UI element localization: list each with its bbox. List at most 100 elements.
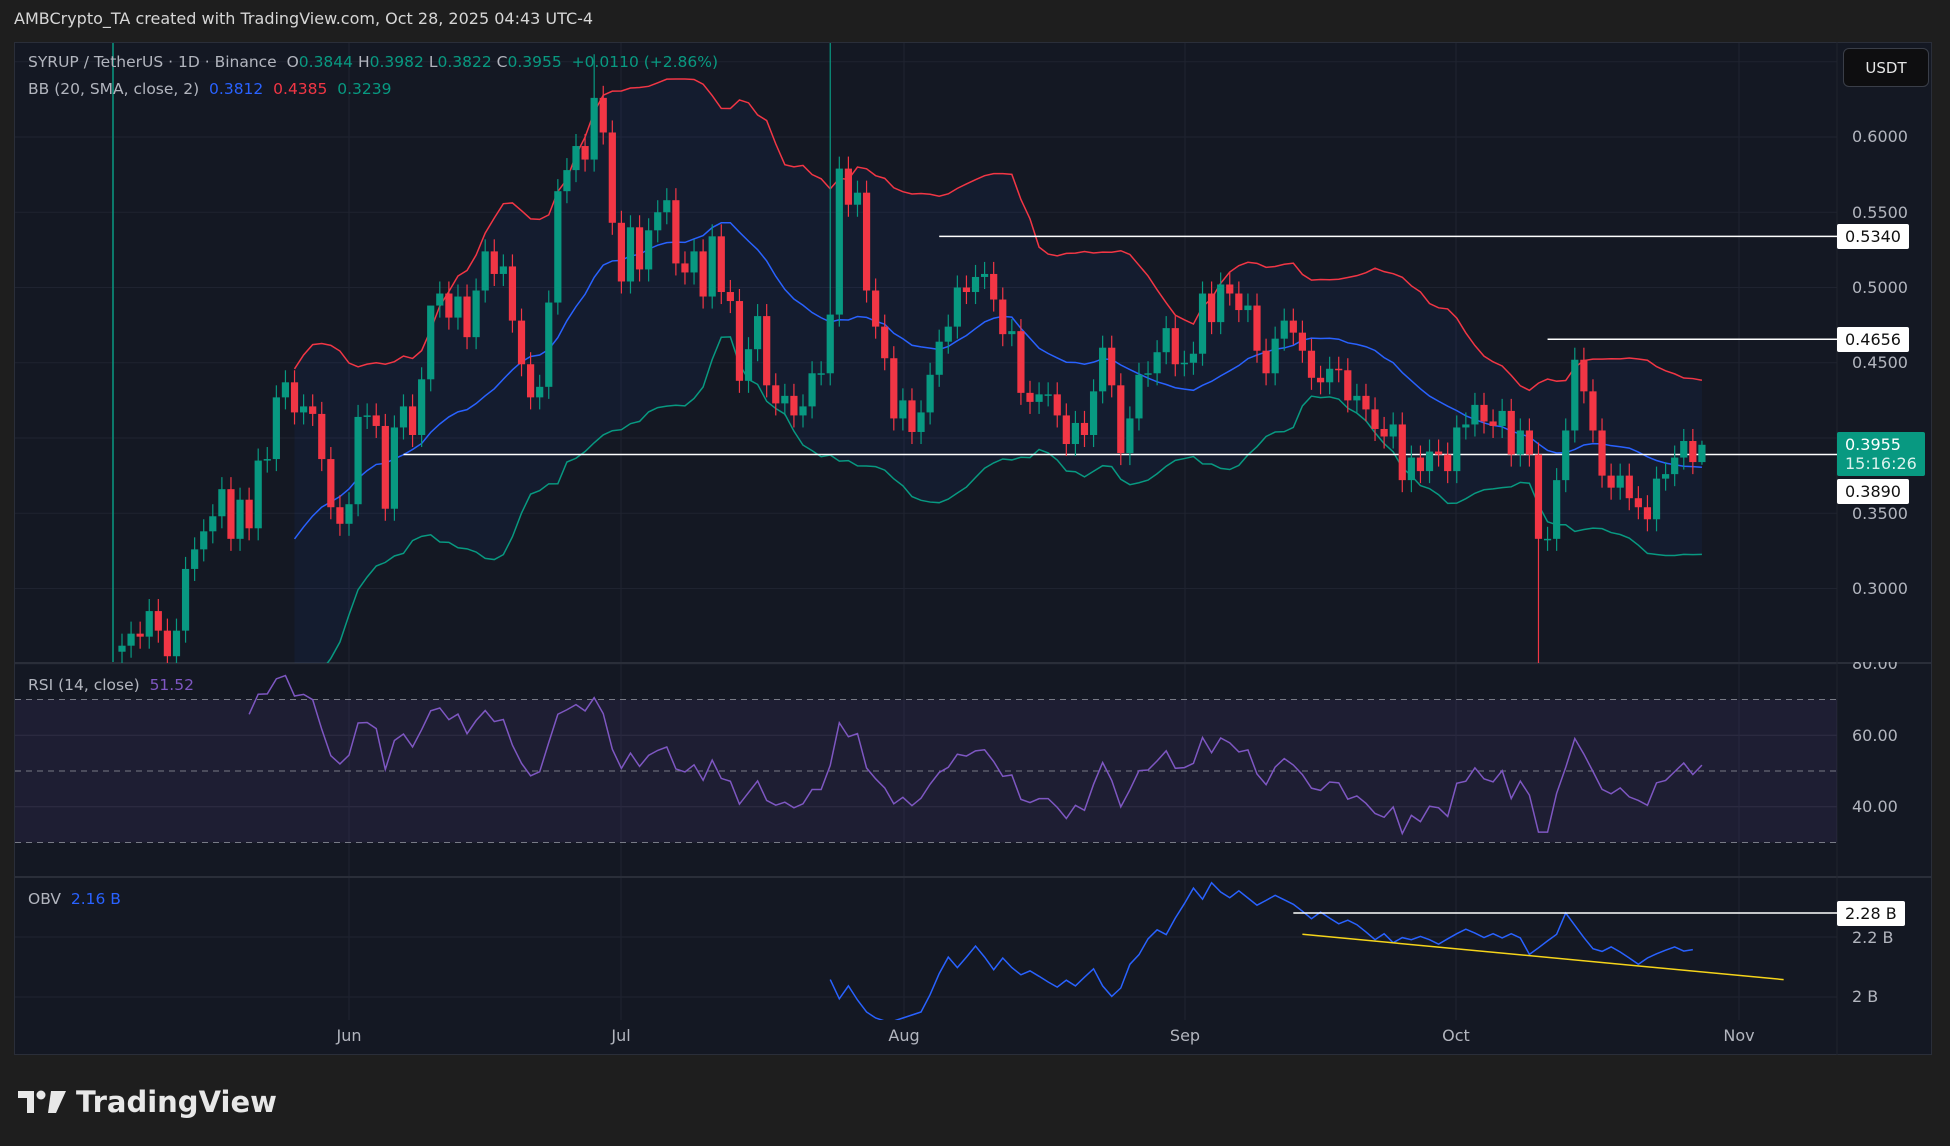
obv-label[interactable]: OBV (28, 890, 61, 908)
bb-fill (294, 78, 1702, 663)
candle-body (962, 287, 971, 293)
symbol-title[interactable]: SYRUP / TetherUS · 1D · Binance (28, 53, 277, 71)
candle-body (717, 236, 725, 293)
candle-body (1671, 457, 1679, 475)
candle-body (1589, 391, 1597, 431)
level-tag-04656[interactable]: 0.4656 (1837, 327, 1909, 352)
candle-body (862, 192, 871, 291)
candle-body (508, 266, 517, 321)
bb-legend: BB (20, SMA, close, 2) 0.3812 0.4385 0.3… (28, 80, 392, 98)
obv-value: 2.16 B (70, 890, 121, 908)
candle-body (1162, 328, 1170, 353)
rsi-tick: 80.00 (1852, 654, 1898, 673)
low-label: L (428, 53, 438, 71)
rsi-tick: 40.00 (1852, 797, 1898, 816)
candle-body (626, 227, 635, 282)
bb-lower-line (326, 336, 1702, 663)
obv-legend: OBV 2.16 B (28, 890, 121, 908)
candle-body (181, 568, 190, 631)
candle-body (1344, 370, 1352, 401)
candle-body (999, 299, 1007, 335)
candle-body (536, 386, 544, 398)
candle-body (699, 251, 707, 297)
high-value: 0.3982 (369, 53, 424, 71)
candle-body (808, 373, 816, 407)
candle-body (499, 266, 507, 274)
candle-body (617, 222, 625, 282)
candle-body (681, 263, 689, 273)
candle-body (1471, 404, 1479, 425)
candle-body (971, 276, 980, 293)
candle-body (327, 459, 335, 508)
candle-body (844, 168, 852, 205)
candle-body (545, 302, 553, 387)
candle-body (1425, 451, 1434, 472)
bar-countdown: 15:16:26 (1845, 454, 1917, 473)
open-label: O (286, 53, 299, 71)
tradingview-logo-text: TradingView (76, 1085, 277, 1119)
candle-body (1280, 320, 1288, 339)
candle-body (1271, 338, 1279, 374)
level-tag-03890[interactable]: 0.3890 (1837, 479, 1909, 504)
candle-body (136, 633, 144, 637)
candle-body (118, 645, 126, 652)
price-tick: 0.5000 (1852, 278, 1908, 297)
low-value: 0.3822 (437, 53, 492, 71)
close-label: C (496, 53, 508, 71)
candle-body (390, 427, 398, 509)
candle-body (191, 549, 199, 569)
candle-body (399, 406, 408, 428)
candle-body (481, 251, 489, 291)
candle-body (1180, 362, 1188, 365)
bb-label[interactable]: BB (20, SMA, close, 2) (28, 80, 200, 98)
candle-body (1643, 507, 1652, 520)
candle-body (1371, 409, 1379, 429)
tradingview-logo[interactable]: TradingView (18, 1085, 277, 1119)
candle-body (1607, 475, 1615, 488)
candle-body (890, 358, 898, 419)
candle-body (354, 416, 362, 505)
candle-body (790, 395, 798, 416)
currency-button[interactable]: USDT (1843, 48, 1929, 87)
candle-body (490, 251, 498, 274)
candle-body (1407, 457, 1415, 481)
price-tick: 0.4500 (1852, 353, 1908, 372)
candle-body (1662, 474, 1670, 479)
level-tag-0534[interactable]: 0.5340 (1837, 224, 1909, 249)
candle-body (1099, 347, 1107, 392)
candle-body (1135, 374, 1143, 419)
candle-body (563, 170, 571, 192)
grid-lines (15, 43, 1837, 1020)
candle-body (990, 273, 998, 300)
candle-body (1444, 454, 1452, 472)
candle-body (1089, 391, 1098, 435)
candle-body (309, 406, 317, 414)
candle-body (1307, 350, 1316, 378)
candle-body (772, 385, 780, 404)
candle-body (572, 146, 580, 171)
candle-body (817, 373, 825, 375)
rsi-label[interactable]: RSI (14, close) (28, 676, 140, 694)
candle-body (554, 191, 562, 303)
candle-body (853, 192, 862, 205)
candle-body (1698, 444, 1706, 463)
open-value: 0.3844 (298, 53, 354, 71)
candle-body (145, 611, 153, 637)
candle-body (408, 406, 417, 435)
obv-tick: 2.2 B (1852, 928, 1894, 947)
candle-body (1652, 478, 1661, 520)
candle-body (254, 460, 262, 529)
candle-body (1117, 385, 1125, 454)
rsi-pane (15, 674, 1837, 843)
rsi-legend: RSI (14, close) 51.52 (28, 676, 194, 694)
candle-body (1353, 395, 1361, 401)
candle-body (1553, 480, 1561, 539)
candle-body (899, 400, 907, 419)
chart-frame[interactable] (14, 42, 1932, 1055)
candle-body (1634, 498, 1642, 508)
candle-body (345, 504, 353, 524)
candle-body (418, 379, 426, 435)
obv-level-tag[interactable]: 2.28 B (1837, 901, 1905, 926)
candle-body (1398, 424, 1406, 481)
